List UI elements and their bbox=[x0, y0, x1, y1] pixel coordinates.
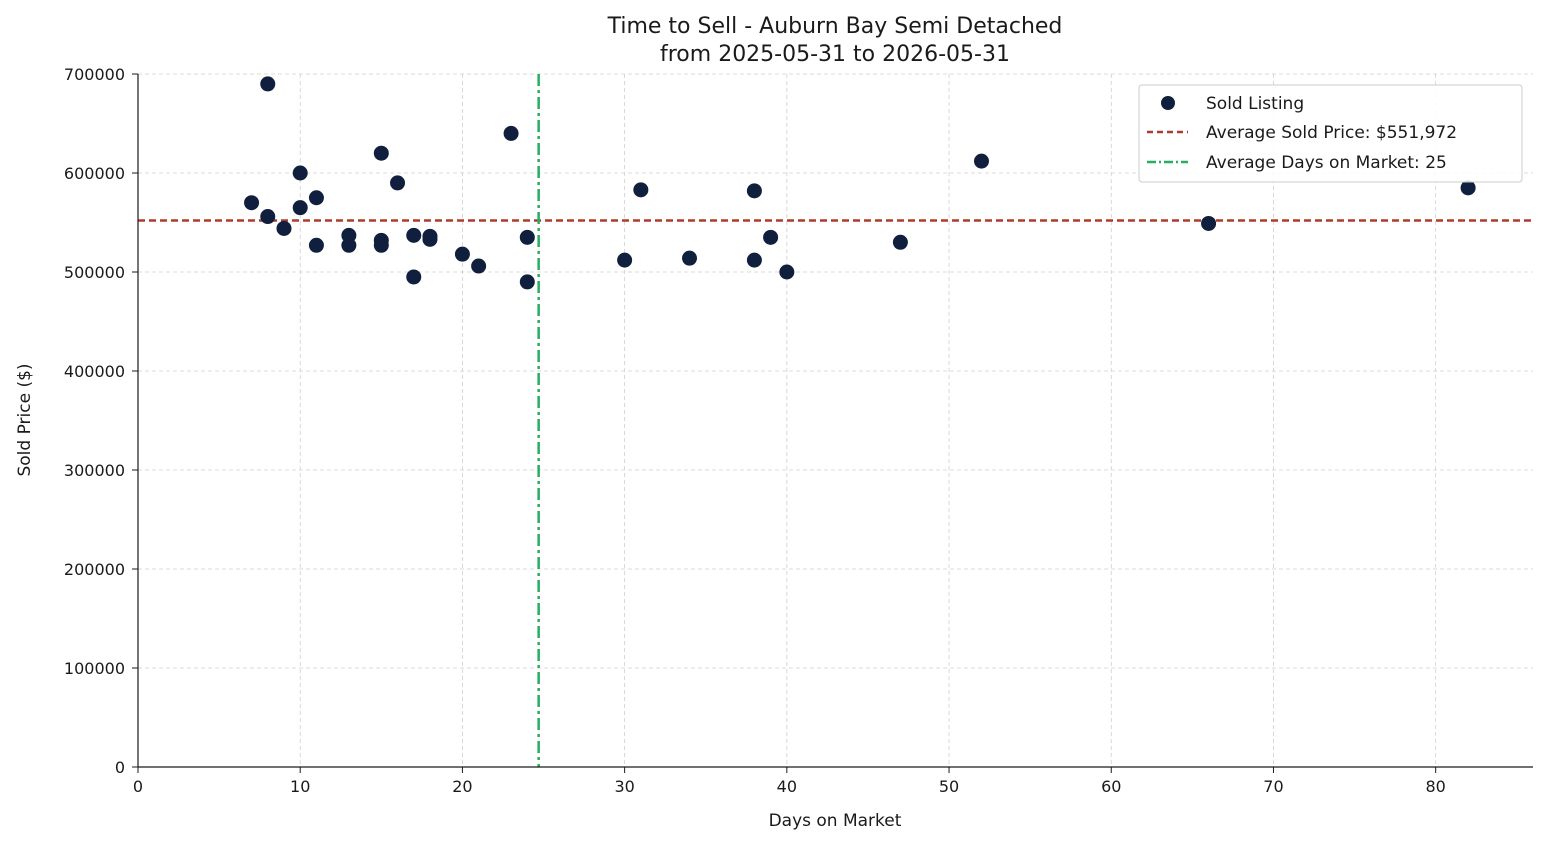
y-tick-label: 600000 bbox=[64, 164, 125, 183]
sold-listing-point bbox=[390, 175, 406, 191]
sold-listing-point bbox=[276, 220, 292, 236]
sold-listing-point bbox=[406, 269, 422, 285]
y-tick-label: 300000 bbox=[64, 461, 125, 480]
legend-label-avg-price: Average Sold Price: $551,972 bbox=[1206, 123, 1457, 143]
sold-listing-point bbox=[406, 227, 422, 243]
sold-listing-point bbox=[341, 237, 357, 253]
sold-listing-point bbox=[308, 190, 324, 206]
x-tick-label: 50 bbox=[939, 777, 959, 796]
x-tick-label: 10 bbox=[290, 777, 310, 796]
chart-subtitle: from 2025-05-31 to 2026-05-31 bbox=[660, 42, 1010, 67]
chart-title: Time to Sell - Auburn Bay Semi Detached bbox=[607, 14, 1063, 39]
legend-label-sold-listing: Sold Listing bbox=[1206, 94, 1304, 114]
sold-listing-point bbox=[633, 182, 649, 198]
x-axis-label: Days on Market bbox=[769, 811, 902, 831]
grid-lines bbox=[138, 73, 1533, 767]
sold-listing-point bbox=[519, 274, 535, 290]
sold-listing-point bbox=[373, 145, 389, 161]
sold-listing-point bbox=[779, 264, 795, 280]
sold-listing-point bbox=[1201, 215, 1217, 231]
legend-box bbox=[1138, 84, 1523, 183]
sold-listing-point bbox=[292, 165, 308, 181]
sold-listing-point bbox=[503, 125, 519, 141]
sold-listing-point bbox=[682, 250, 698, 266]
sold-listing-point bbox=[1460, 180, 1476, 196]
x-tick-label: 0 bbox=[133, 777, 143, 796]
x-tick-label: 60 bbox=[1101, 777, 1121, 796]
sold-listing-point bbox=[373, 237, 389, 253]
sold-listing-point bbox=[617, 252, 633, 268]
x-tick-label: 40 bbox=[777, 777, 797, 796]
y-tick-label: 100000 bbox=[64, 659, 125, 678]
sold-listing-point bbox=[308, 237, 324, 253]
sold-listing-point bbox=[763, 229, 779, 245]
y-tick-label: 700000 bbox=[64, 65, 125, 84]
sold-listing-point bbox=[422, 231, 438, 247]
sold-listing-point bbox=[471, 258, 487, 274]
legend-label-avg-days: Average Days on Market: 25 bbox=[1206, 153, 1447, 173]
x-tick-label: 80 bbox=[1425, 777, 1445, 796]
sold-listing-point bbox=[746, 252, 762, 268]
reference-lines bbox=[138, 74, 1533, 767]
y-tick-label: 400000 bbox=[64, 362, 125, 381]
x-tick-label: 30 bbox=[614, 777, 634, 796]
x-tick-label: 70 bbox=[1263, 777, 1283, 796]
legend-marker-sold-listing bbox=[1161, 96, 1175, 110]
sold-listing-point bbox=[746, 183, 762, 199]
x-tick-label: 20 bbox=[452, 777, 472, 796]
sold-listing-point bbox=[973, 153, 989, 169]
legend: Sold Listing Average Sold Price: $551,97… bbox=[1138, 84, 1523, 183]
sold-listing-point bbox=[454, 246, 470, 262]
y-axis-label: Sold Price ($) bbox=[15, 363, 35, 476]
sold-listing-point bbox=[519, 229, 535, 245]
sold-listing-point bbox=[244, 195, 260, 211]
sold-listing-point bbox=[892, 234, 908, 250]
sold-listing-point bbox=[260, 209, 276, 225]
sold-listing-point bbox=[292, 200, 308, 216]
sold-listing-point bbox=[260, 76, 276, 92]
y-tick-label: 500000 bbox=[64, 263, 125, 282]
y-tick-label: 0 bbox=[115, 758, 125, 777]
axes: 0 10 20 30 40 50 60 70 80 0 100000 200000 300000 4000… bbox=[64, 65, 1533, 796]
y-tick-label: 200000 bbox=[64, 560, 125, 579]
data-points bbox=[244, 76, 1476, 290]
